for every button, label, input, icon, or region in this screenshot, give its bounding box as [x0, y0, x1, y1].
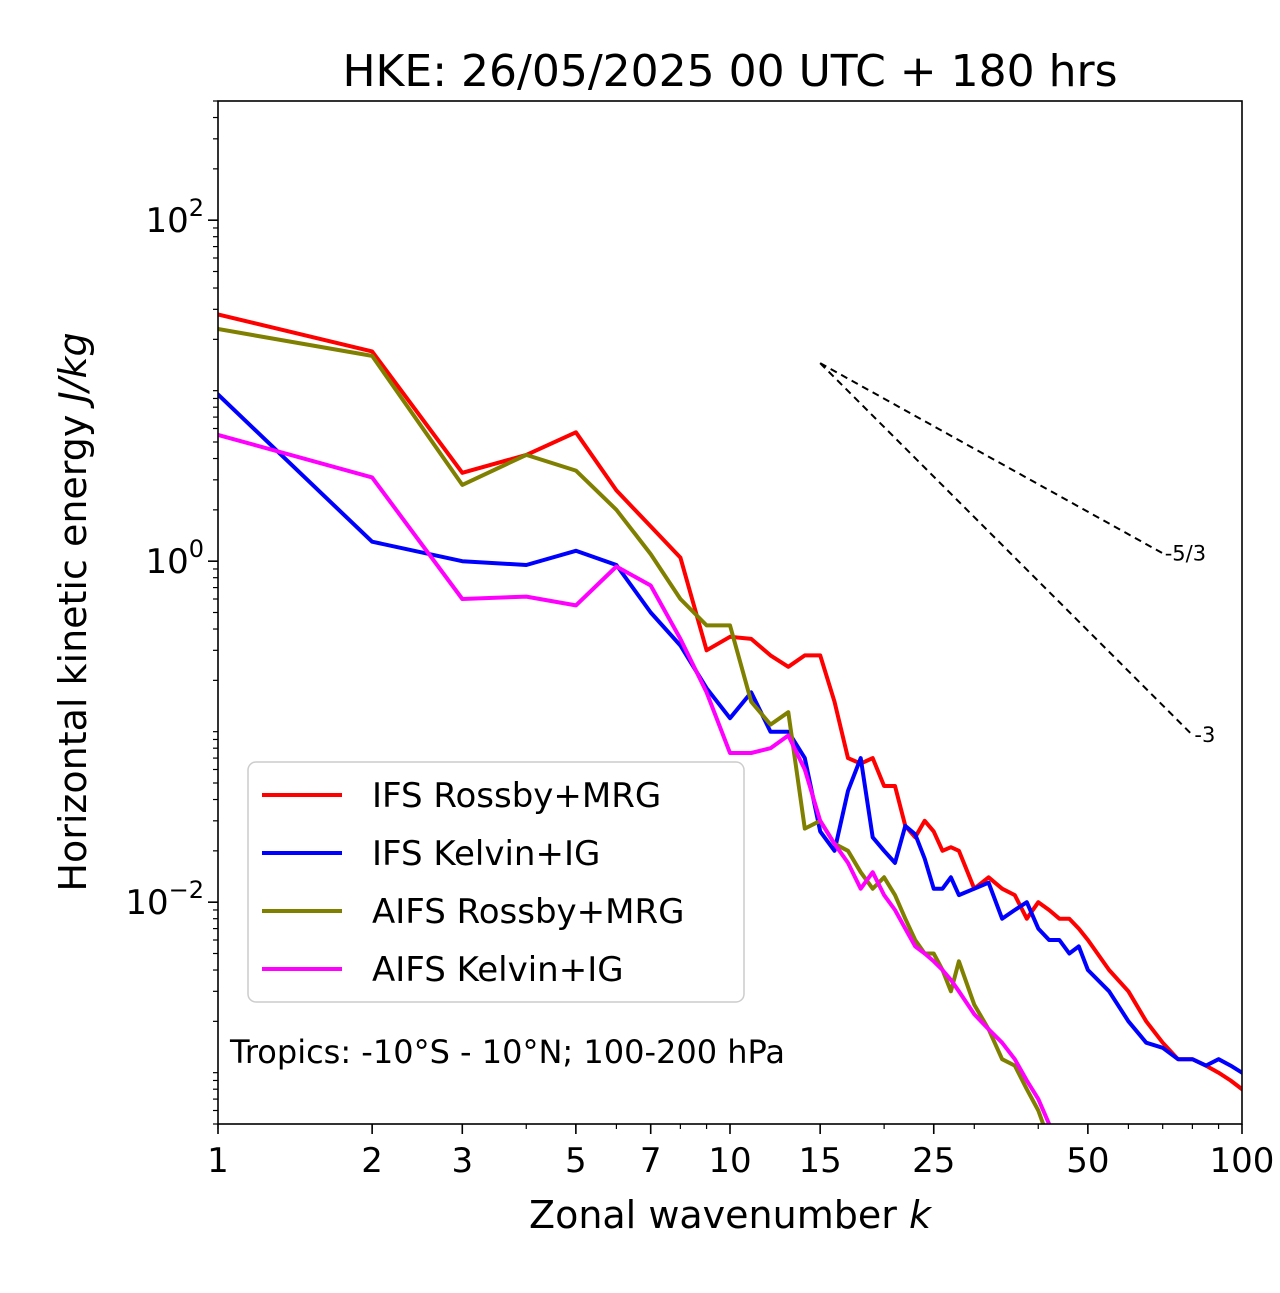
x-tick-label: 5: [565, 1141, 587, 1181]
x-tick-label: 7: [640, 1141, 662, 1181]
y-tick-label: 100: [145, 535, 204, 582]
reference-slope-line: [819, 362, 1164, 555]
series-line: [218, 326, 1046, 1124]
y-tick-label: 102: [145, 194, 204, 241]
chart-legend: IFS Rossby+MRG IFS Kelvin+IG AIFS Rossby+M…: [247, 761, 745, 1003]
y-tick-label: 10−2: [125, 876, 204, 923]
reference-slope-line: [819, 362, 1194, 736]
reference-slope-label: -5/3: [1165, 541, 1206, 565]
x-tick-label: 10: [708, 1141, 751, 1181]
x-tick-label: 3: [451, 1141, 473, 1181]
y-axis-label: Horizontal kinetic energy J/kg: [51, 332, 95, 891]
region-annotation: Tropics: -10°S - 10°N; 100-200 hPa: [229, 1033, 785, 1071]
y-axis-ticks: 102 100 10−2: [125, 100, 218, 1125]
legend-entry-label: IFS Rossby+MRG: [372, 776, 661, 816]
x-tick-label: 50: [1066, 1141, 1109, 1181]
reference-slope-labels: -5/3 -3: [1165, 541, 1216, 747]
legend-frame: [247, 761, 745, 1003]
x-tick-label: 1: [207, 1141, 229, 1181]
legend-entry-label: AIFS Rossby+MRG: [372, 892, 684, 932]
x-axis-ticks: 1 2 3 5 7 10 15 25 50 100: [207, 1124, 1274, 1181]
series-line: [218, 432, 1052, 1124]
x-axis-label: Zonal wavenumber k: [529, 1193, 933, 1237]
x-tick-label: 100: [1210, 1141, 1275, 1181]
x-tick-label: 2: [361, 1141, 383, 1181]
x-tick-label: 25: [912, 1141, 955, 1181]
series-line: [218, 312, 1242, 1092]
reference-slope-label: -3: [1194, 723, 1215, 747]
legend-entry-label: AIFS Kelvin+IG: [372, 950, 624, 990]
x-tick-label: 15: [799, 1141, 842, 1181]
reference-slope-lines: [819, 362, 1194, 736]
legend-entry-label: IFS Kelvin+IG: [372, 834, 600, 874]
data-series-lines: [218, 312, 1242, 1124]
chart-title: HKE: 26/05/2025 00 UTC + 180 hrs: [342, 46, 1117, 97]
